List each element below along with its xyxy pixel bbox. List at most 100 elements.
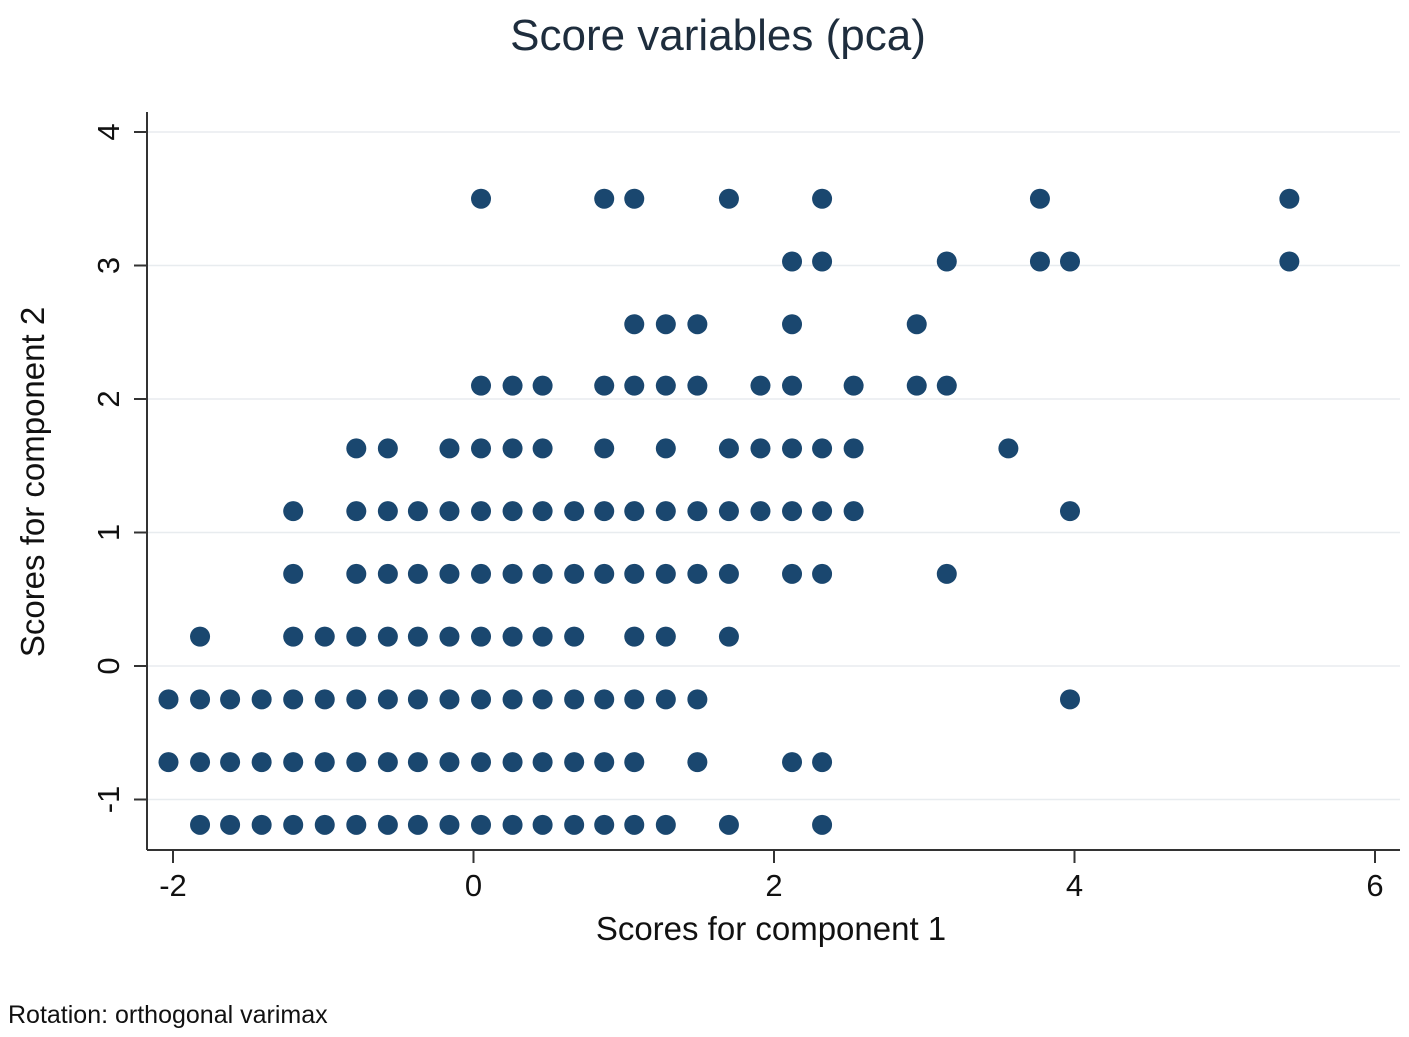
scatter-point [687,563,708,584]
scatter-point [439,626,460,647]
scatter-point [812,752,833,773]
scatter-point [377,438,398,459]
scatter-point [594,689,615,710]
scatter-point [594,752,615,773]
scatter-point [314,689,335,710]
scatter-point [407,752,428,773]
scatter-point [594,563,615,584]
scatter-point [251,752,272,773]
scatter-point [407,814,428,835]
scatter-point [750,375,771,396]
scatter-point [655,626,676,647]
scatter-point [346,814,367,835]
x-tick-label: 4 [1066,868,1083,903]
x-tick-label: 2 [765,868,782,903]
y-tick-label: 2 [91,390,126,407]
y-tick-label: 1 [91,524,126,541]
scatter-point [283,689,304,710]
scatter-point [843,375,864,396]
scatter-point [407,689,428,710]
scatter-point [1059,501,1080,522]
scatter-point [377,626,398,647]
scatter-point [782,251,803,272]
scatter-point [1059,689,1080,710]
scatter-point [624,814,645,835]
scatter-point [687,314,708,335]
scatter-point [532,563,553,584]
scatter-point [624,752,645,773]
scatter-point [377,689,398,710]
scatter-point [532,689,553,710]
scatter-point [687,752,708,773]
scatter-point [906,375,927,396]
scatter-point [439,501,460,522]
scatter-point [750,501,771,522]
scatter-point [812,501,833,522]
chart-title: Score variables (pca) [510,11,926,60]
scatter-point [594,188,615,209]
scatter-point [655,814,676,835]
scatter-point [655,563,676,584]
scatter-point [843,501,864,522]
scatter-point [564,626,585,647]
scatter-point [407,626,428,647]
scatter-point [655,438,676,459]
x-tick-label: 0 [465,868,482,903]
scatter-point [471,626,492,647]
scatter-point [471,501,492,522]
scatter-point [190,689,211,710]
scatter-point [314,814,335,835]
scatter-point [251,689,272,710]
scatter-point [283,752,304,773]
scatter-point [346,563,367,584]
scatter-point [812,438,833,459]
chart-note: Rotation: orthogonal varimax [8,1001,328,1029]
scatter-point [782,563,803,584]
scatter-point [718,188,739,209]
scatter-point [502,438,523,459]
scatter-point [502,501,523,522]
scatter-point [655,501,676,522]
scatter-point [564,814,585,835]
scatter-point [624,563,645,584]
scatter-point [564,563,585,584]
scatter-point [439,438,460,459]
scatter-point [314,626,335,647]
scatter-point [564,689,585,710]
scatter-point [782,314,803,335]
scatter-point [439,814,460,835]
y-tick-label: -1 [91,786,126,814]
data-points [158,188,1300,835]
scatter-point [220,689,241,710]
scatter-point [439,752,460,773]
scatter-point [220,752,241,773]
scatter-point [471,814,492,835]
scatter-point [564,501,585,522]
scatter-point [594,438,615,459]
scatter-point [936,251,957,272]
scatter-point [594,501,615,522]
scatter-point [718,438,739,459]
scatter-point [750,438,771,459]
scatter-point [655,314,676,335]
scatter-point [346,752,367,773]
y-tick-label: 0 [91,657,126,674]
y-tick-label: 4 [91,123,126,140]
scatter-point [624,188,645,209]
scatter-point [407,563,428,584]
scatter-point [283,563,304,584]
scatter-point [564,752,585,773]
scatter-point [812,251,833,272]
scatter-point [718,563,739,584]
scatter-point [782,438,803,459]
scatter-point [532,501,553,522]
scatter-point [439,563,460,584]
scatter-point [377,563,398,584]
scatter-point [502,689,523,710]
scatter-point [624,626,645,647]
y-axis-ticks: -1 0 1 2 3 4 [91,123,147,813]
scatter-point [283,626,304,647]
x-axis-ticks: -2 0 2 4 6 [159,850,1384,903]
scatter-point [346,626,367,647]
